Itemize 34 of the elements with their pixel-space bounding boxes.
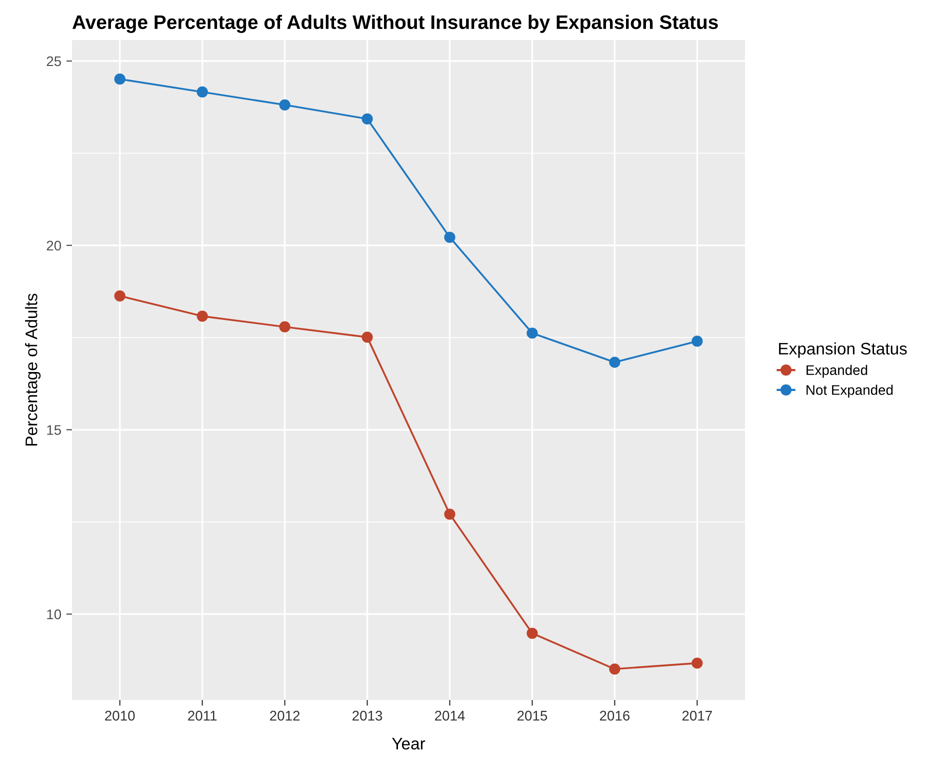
point (196, 310, 208, 322)
point (196, 86, 208, 98)
x-tick-label: 2016 (600, 710, 630, 721)
x-tick-label: 2012 (270, 710, 300, 721)
chart-title: Average Percentage of Adults Without Insurance by Expansion Status (72, 14, 718, 33)
legend-title: Expansion Status (779, 342, 907, 358)
point (362, 332, 373, 343)
y-axis-title: Percentage of Adults (25, 294, 41, 446)
point (362, 113, 373, 124)
y-tick-label: 10 (47, 609, 62, 620)
point (279, 99, 290, 110)
point (114, 290, 126, 302)
point (692, 658, 703, 669)
legend-label: Expanded (806, 364, 868, 378)
point (114, 74, 126, 85)
point (526, 328, 538, 339)
point (692, 336, 703, 347)
point (526, 628, 538, 639)
point (444, 232, 456, 243)
point (444, 508, 456, 520)
x-tick-label: 2015 (517, 710, 548, 721)
x-tick-label: 2013 (352, 710, 382, 721)
x-tick-label: 2010 (105, 710, 135, 721)
y-tick-label: 15 (47, 425, 62, 435)
x-tick-label: 2011 (188, 710, 217, 721)
x-tick-label: 2017 (682, 710, 712, 721)
y-tick-label: 25 (46, 56, 62, 66)
x-axis-title: Year (392, 738, 426, 750)
legend-label: Not Expanded (806, 384, 893, 398)
x-tick-label: 2014 (434, 710, 465, 721)
point (279, 321, 290, 332)
y-tick-label: 20 (46, 240, 62, 251)
point (609, 356, 620, 368)
point (609, 663, 620, 675)
